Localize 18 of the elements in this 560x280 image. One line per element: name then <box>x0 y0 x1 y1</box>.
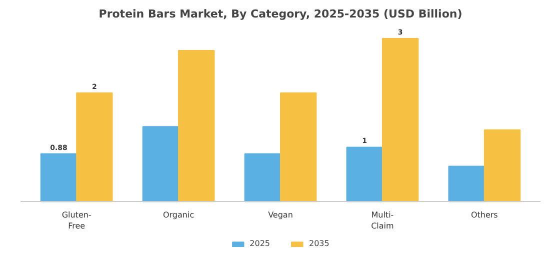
x-tick-label: Gluten- Free <box>62 210 92 230</box>
bar <box>178 50 215 202</box>
bar <box>76 92 113 202</box>
bar <box>346 146 383 202</box>
bar <box>40 153 78 202</box>
chart-title: Protein Bars Market, By Category, 2025-2035 (USD Billion) <box>98 8 462 20</box>
x-tick-label: Multi- Claim <box>371 210 394 230</box>
bar <box>244 153 281 202</box>
bar <box>382 38 419 202</box>
x-tick-label: Vegan <box>268 210 293 220</box>
bar <box>484 129 521 202</box>
bar <box>142 126 180 202</box>
bar <box>448 166 485 202</box>
x-tick-label: Organic <box>162 210 194 220</box>
bar <box>280 92 317 202</box>
legend-label: 2035 <box>309 239 330 248</box>
legend-label: 2025 <box>250 239 270 248</box>
x-tick-label: Others <box>470 210 498 220</box>
